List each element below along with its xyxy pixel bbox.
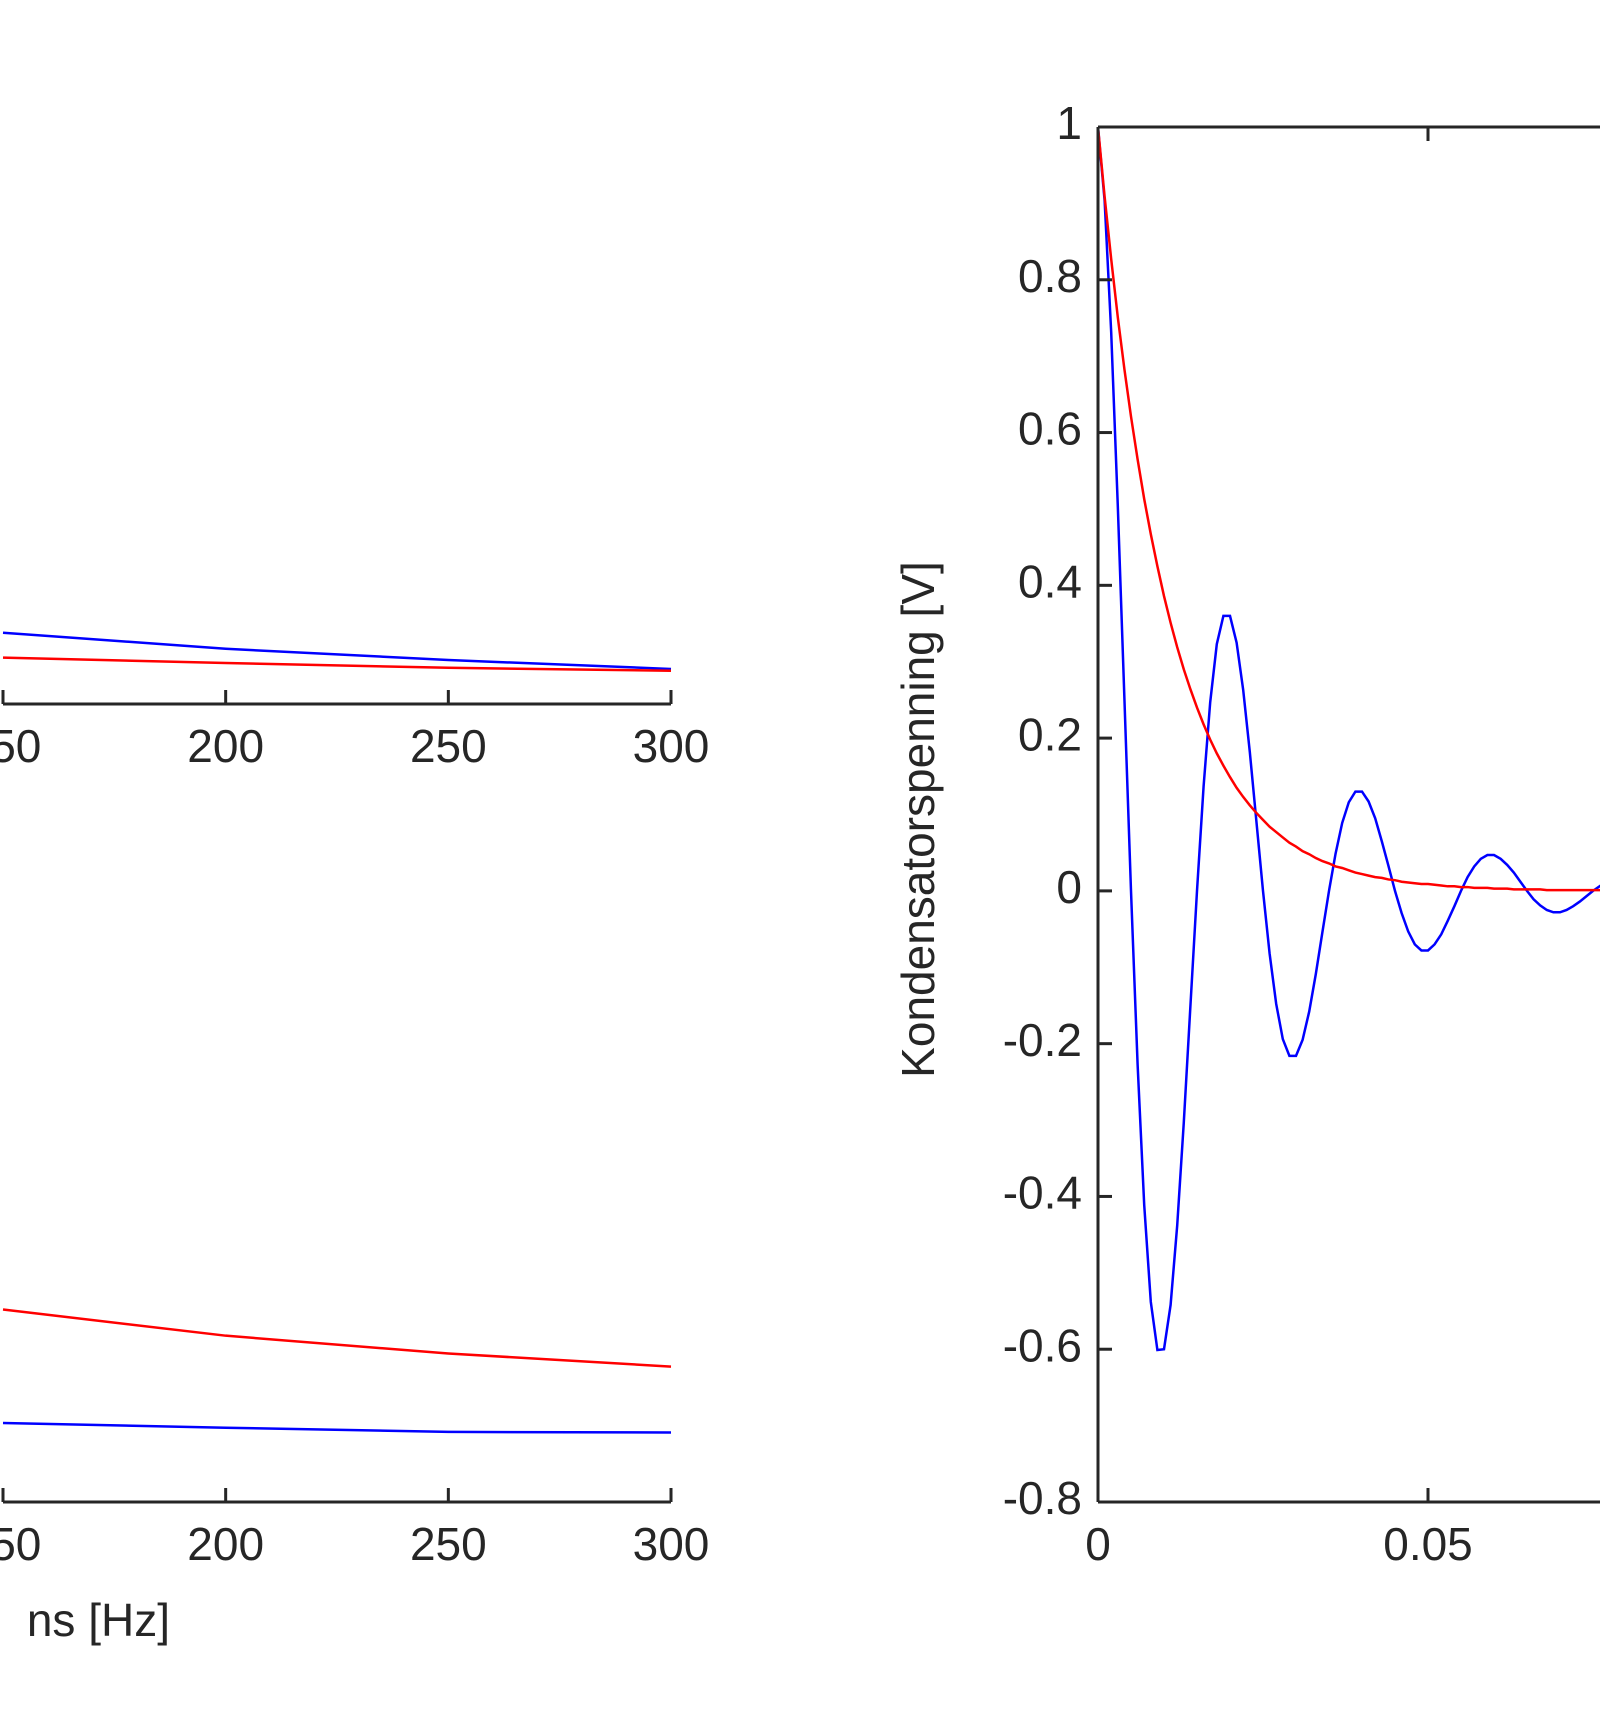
line-series [2, 656, 672, 672]
y-tick-label: 0.6 [1018, 403, 1082, 455]
x-tick-label: 300 [633, 1518, 710, 1570]
y-tick-label: 0.4 [1018, 555, 1082, 607]
y-tick-label: 0 [1056, 861, 1082, 913]
x-tick-label: 250 [410, 720, 487, 772]
x-tick-label: 200 [187, 720, 264, 772]
x-tick-label: 0 [1085, 1518, 1111, 1570]
x-tick-label: 0.05 [1383, 1518, 1473, 1570]
x-tick-label: 300 [633, 720, 710, 772]
y-tick-label: -0.8 [1003, 1472, 1082, 1524]
y-axis-label: Kondensatorspenning [V] [892, 561, 944, 1078]
y-tick-label: 1 [1056, 97, 1082, 149]
y-tick-label: -0.2 [1003, 1014, 1082, 1066]
x-tick-label: 150 [0, 720, 41, 772]
y-tick-label: 0.8 [1018, 250, 1082, 302]
x-tick-label: 200 [187, 1518, 264, 1570]
line-series [2, 631, 672, 671]
line-series [2, 1308, 672, 1368]
line-series [1096, 126, 1600, 892]
y-tick-label: -0.6 [1003, 1319, 1082, 1371]
y-tick-label: 0.2 [1018, 708, 1082, 760]
x-axis-label: ns [Hz] [27, 1594, 170, 1646]
x-tick-label: 150 [0, 1518, 41, 1570]
line-series [2, 1421, 672, 1434]
y-tick-label: -0.4 [1003, 1167, 1082, 1219]
x-tick-label: 250 [410, 1518, 487, 1570]
line-series [1096, 126, 1600, 1352]
